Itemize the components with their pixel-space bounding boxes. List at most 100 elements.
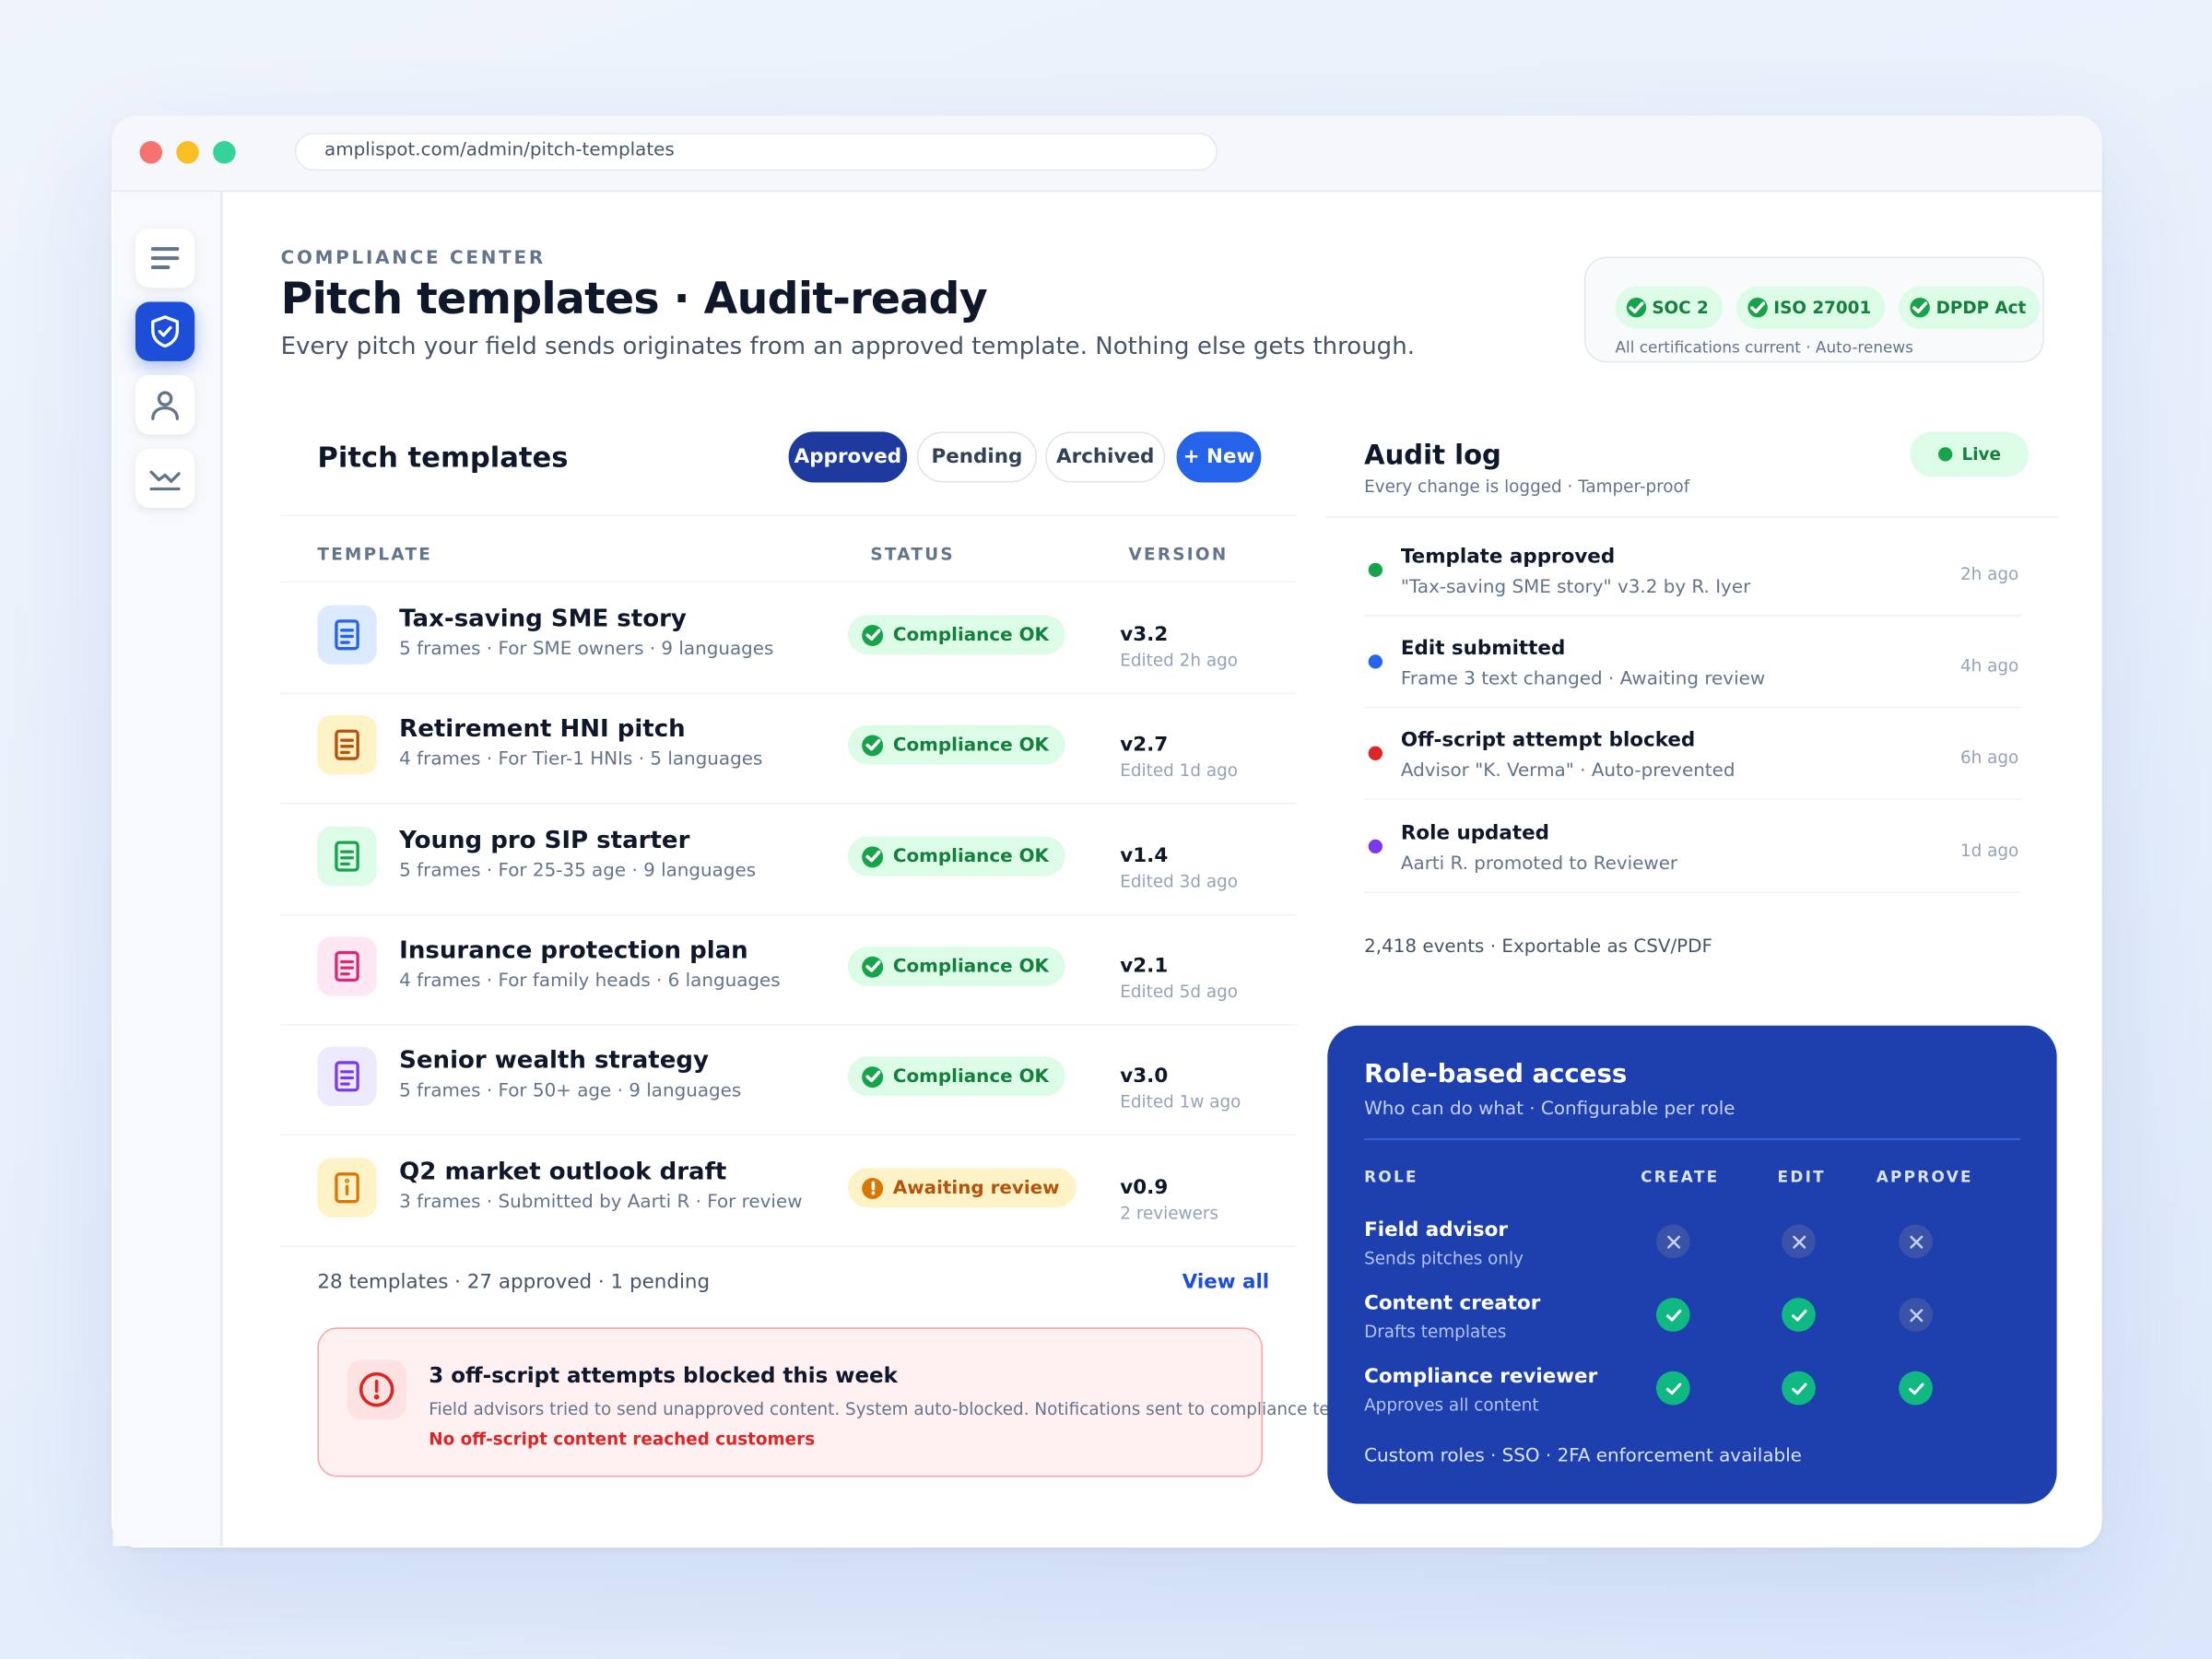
maximize-window-button[interactable] [213, 141, 236, 164]
check-icon[interactable] [1899, 1371, 1933, 1406]
live-badge-label: Live [1961, 444, 2001, 465]
template-meta: 3 frames · Submitted by Aarti R · For re… [399, 1192, 803, 1214]
template-meta: 4 frames · For family heads · 6 language… [399, 971, 781, 993]
divider [1364, 891, 2022, 893]
check-icon [862, 955, 884, 977]
audit-entry-time: 2h ago [1959, 564, 2019, 584]
audit-log-subtitle: Every change is logged · Tamper-proof [1364, 477, 1690, 497]
template-version: v2.7 [1120, 733, 1169, 757]
close-window-button[interactable] [139, 141, 163, 164]
template-row[interactable]: Retirement HNI pitch 4 frames · For Tier-… [281, 693, 1297, 803]
divider [1364, 798, 2022, 800]
role-description: Sends pitches only [1364, 1248, 1524, 1269]
audit-entry-description: Advisor "K. Verma" · Auto-prevented [1400, 759, 1735, 782]
check-icon[interactable] [1782, 1371, 1816, 1406]
role-description: Drafts templates [1364, 1322, 1507, 1342]
template-version-note: Edited 1d ago [1120, 759, 1239, 781]
analytics-nav-button[interactable] [135, 448, 195, 509]
template-version-note: Edited 1w ago [1120, 1091, 1241, 1112]
template-version: v2.1 [1120, 955, 1169, 978]
certifications-note: All certifications current · Auto-renews [1615, 338, 1913, 358]
cross-icon[interactable] [1899, 1224, 1933, 1259]
check-icon [862, 1065, 884, 1088]
status-label: Compliance OK [892, 734, 1049, 756]
audit-log-entry[interactable]: Off-script attempt blocked Advisor "K. Ve… [1361, 728, 2018, 821]
role-access-footer: Custom roles · SSO · 2FA enforcement ava… [1364, 1445, 1802, 1467]
column-header-template: TEMPLATE [317, 544, 433, 565]
role-access-card: Role-based access Who can do what · Conf… [1327, 1025, 2057, 1504]
audit-entry-time: 4h ago [1959, 655, 2019, 677]
browser-titlebar: amplispot.com/admin/pitch-templates [111, 115, 2102, 193]
template-name: Insurance protection plan [399, 936, 748, 965]
cert-chip-dpdp: DPDP Act [1899, 286, 2041, 329]
status-badge: Compliance OK [847, 836, 1066, 877]
status-dot-icon [1368, 654, 1382, 669]
role-access-title: Role-based access [1364, 1059, 1628, 1089]
role-access-subtitle: Who can do what · Configurable per role [1364, 1099, 1735, 1121]
template-meta: 5 frames · For SME owners · 9 languages [399, 639, 774, 661]
document-icon [317, 715, 377, 775]
template-name: Tax-saving SME story [399, 605, 687, 634]
status-dot-icon [1368, 839, 1382, 854]
page-eyebrow: COMPLIANCE CENTER [280, 248, 546, 270]
status-badge: Compliance OK [847, 947, 1066, 986]
role-name: Field advisor [1364, 1218, 1508, 1241]
divider [280, 1134, 1297, 1136]
cross-icon[interactable] [1782, 1224, 1816, 1259]
audit-log-entry[interactable]: Edit submitted Frame 3 text changed · Awa… [1361, 636, 2018, 729]
draft-document-icon [317, 1158, 377, 1218]
side-rail [112, 192, 223, 1547]
check-icon[interactable] [1655, 1298, 1690, 1332]
status-label: Compliance OK [892, 845, 1049, 867]
audit-log-entry[interactable]: Role updated Aarti R. promoted to Reviewe… [1361, 821, 2018, 914]
audit-entry-title: Edit submitted [1400, 637, 1566, 661]
tab-pending[interactable]: Pending [916, 431, 1037, 483]
template-row[interactable]: Tax-saving SME story 5 frames · For SME o… [281, 582, 1297, 692]
audit-entry-time: 1d ago [1959, 841, 2019, 861]
template-meta: 4 frames · For Tier-1 HNIs · 5 languages [399, 748, 763, 771]
check-icon[interactable] [1782, 1298, 1816, 1332]
page-title: Pitch templates · Audit-ready [280, 273, 988, 325]
cert-chip-label: ISO 27001 [1773, 297, 1872, 318]
user-icon [151, 391, 180, 420]
template-row[interactable]: Senior wealth strategy 5 frames · For 50+… [281, 1024, 1297, 1134]
template-row[interactable]: Q2 market outlook draft 3 frames · Submit… [281, 1135, 1297, 1245]
divider [280, 913, 1297, 916]
template-version: v3.2 [1120, 623, 1169, 647]
check-icon [862, 845, 884, 867]
warning-icon [862, 1177, 884, 1199]
audit-log-entry[interactable]: Template approved "Tax-saving SME story" … [1361, 545, 2018, 638]
rbac-header-edit: EDIT [1777, 1168, 1826, 1187]
check-icon[interactable] [1655, 1371, 1690, 1406]
view-all-link[interactable]: View all [1182, 1271, 1270, 1294]
status-label: Compliance OK [892, 624, 1049, 646]
live-badge: Live [1910, 431, 2030, 477]
template-name: Retirement HNI pitch [399, 715, 686, 744]
column-header-version: VERSION [1128, 544, 1229, 565]
document-icon [317, 826, 377, 887]
alert-emphasis: No off-script content reached customers [429, 1429, 816, 1449]
menu-button[interactable] [135, 228, 195, 288]
audit-entry-description: "Tax-saving SME story" v3.2 by R. Iyer [1400, 577, 1751, 598]
new-template-button[interactable]: + New [1176, 431, 1262, 483]
template-version-note: Edited 5d ago [1120, 982, 1239, 1002]
role-name: Content creator [1364, 1292, 1541, 1315]
rbac-header-approve: APPROVE [1876, 1168, 1973, 1187]
template-row[interactable]: Young pro SIP starter 5 frames · For 25-3… [281, 804, 1297, 913]
minimize-window-button[interactable] [176, 141, 199, 164]
address-bar[interactable]: amplispot.com/admin/pitch-templates [294, 132, 1218, 171]
cert-chip-label: DPDP Act [1936, 297, 2027, 318]
rbac-header-create: CREATE [1641, 1168, 1720, 1187]
template-row[interactable]: Insurance protection plan 4 frames · For … [281, 914, 1297, 1024]
document-icon [317, 605, 377, 665]
live-dot-icon [1937, 447, 1952, 462]
template-meta: 5 frames · For 50+ age · 9 languages [399, 1080, 742, 1102]
tab-archived[interactable]: Archived [1045, 431, 1166, 483]
cross-icon[interactable] [1899, 1298, 1933, 1332]
tab-approved[interactable]: Approved [788, 431, 908, 483]
check-icon [862, 734, 884, 756]
status-badge: Compliance OK [847, 615, 1066, 655]
users-nav-button[interactable] [135, 375, 195, 435]
compliance-nav-button[interactable] [135, 301, 195, 361]
cross-icon[interactable] [1655, 1224, 1690, 1259]
